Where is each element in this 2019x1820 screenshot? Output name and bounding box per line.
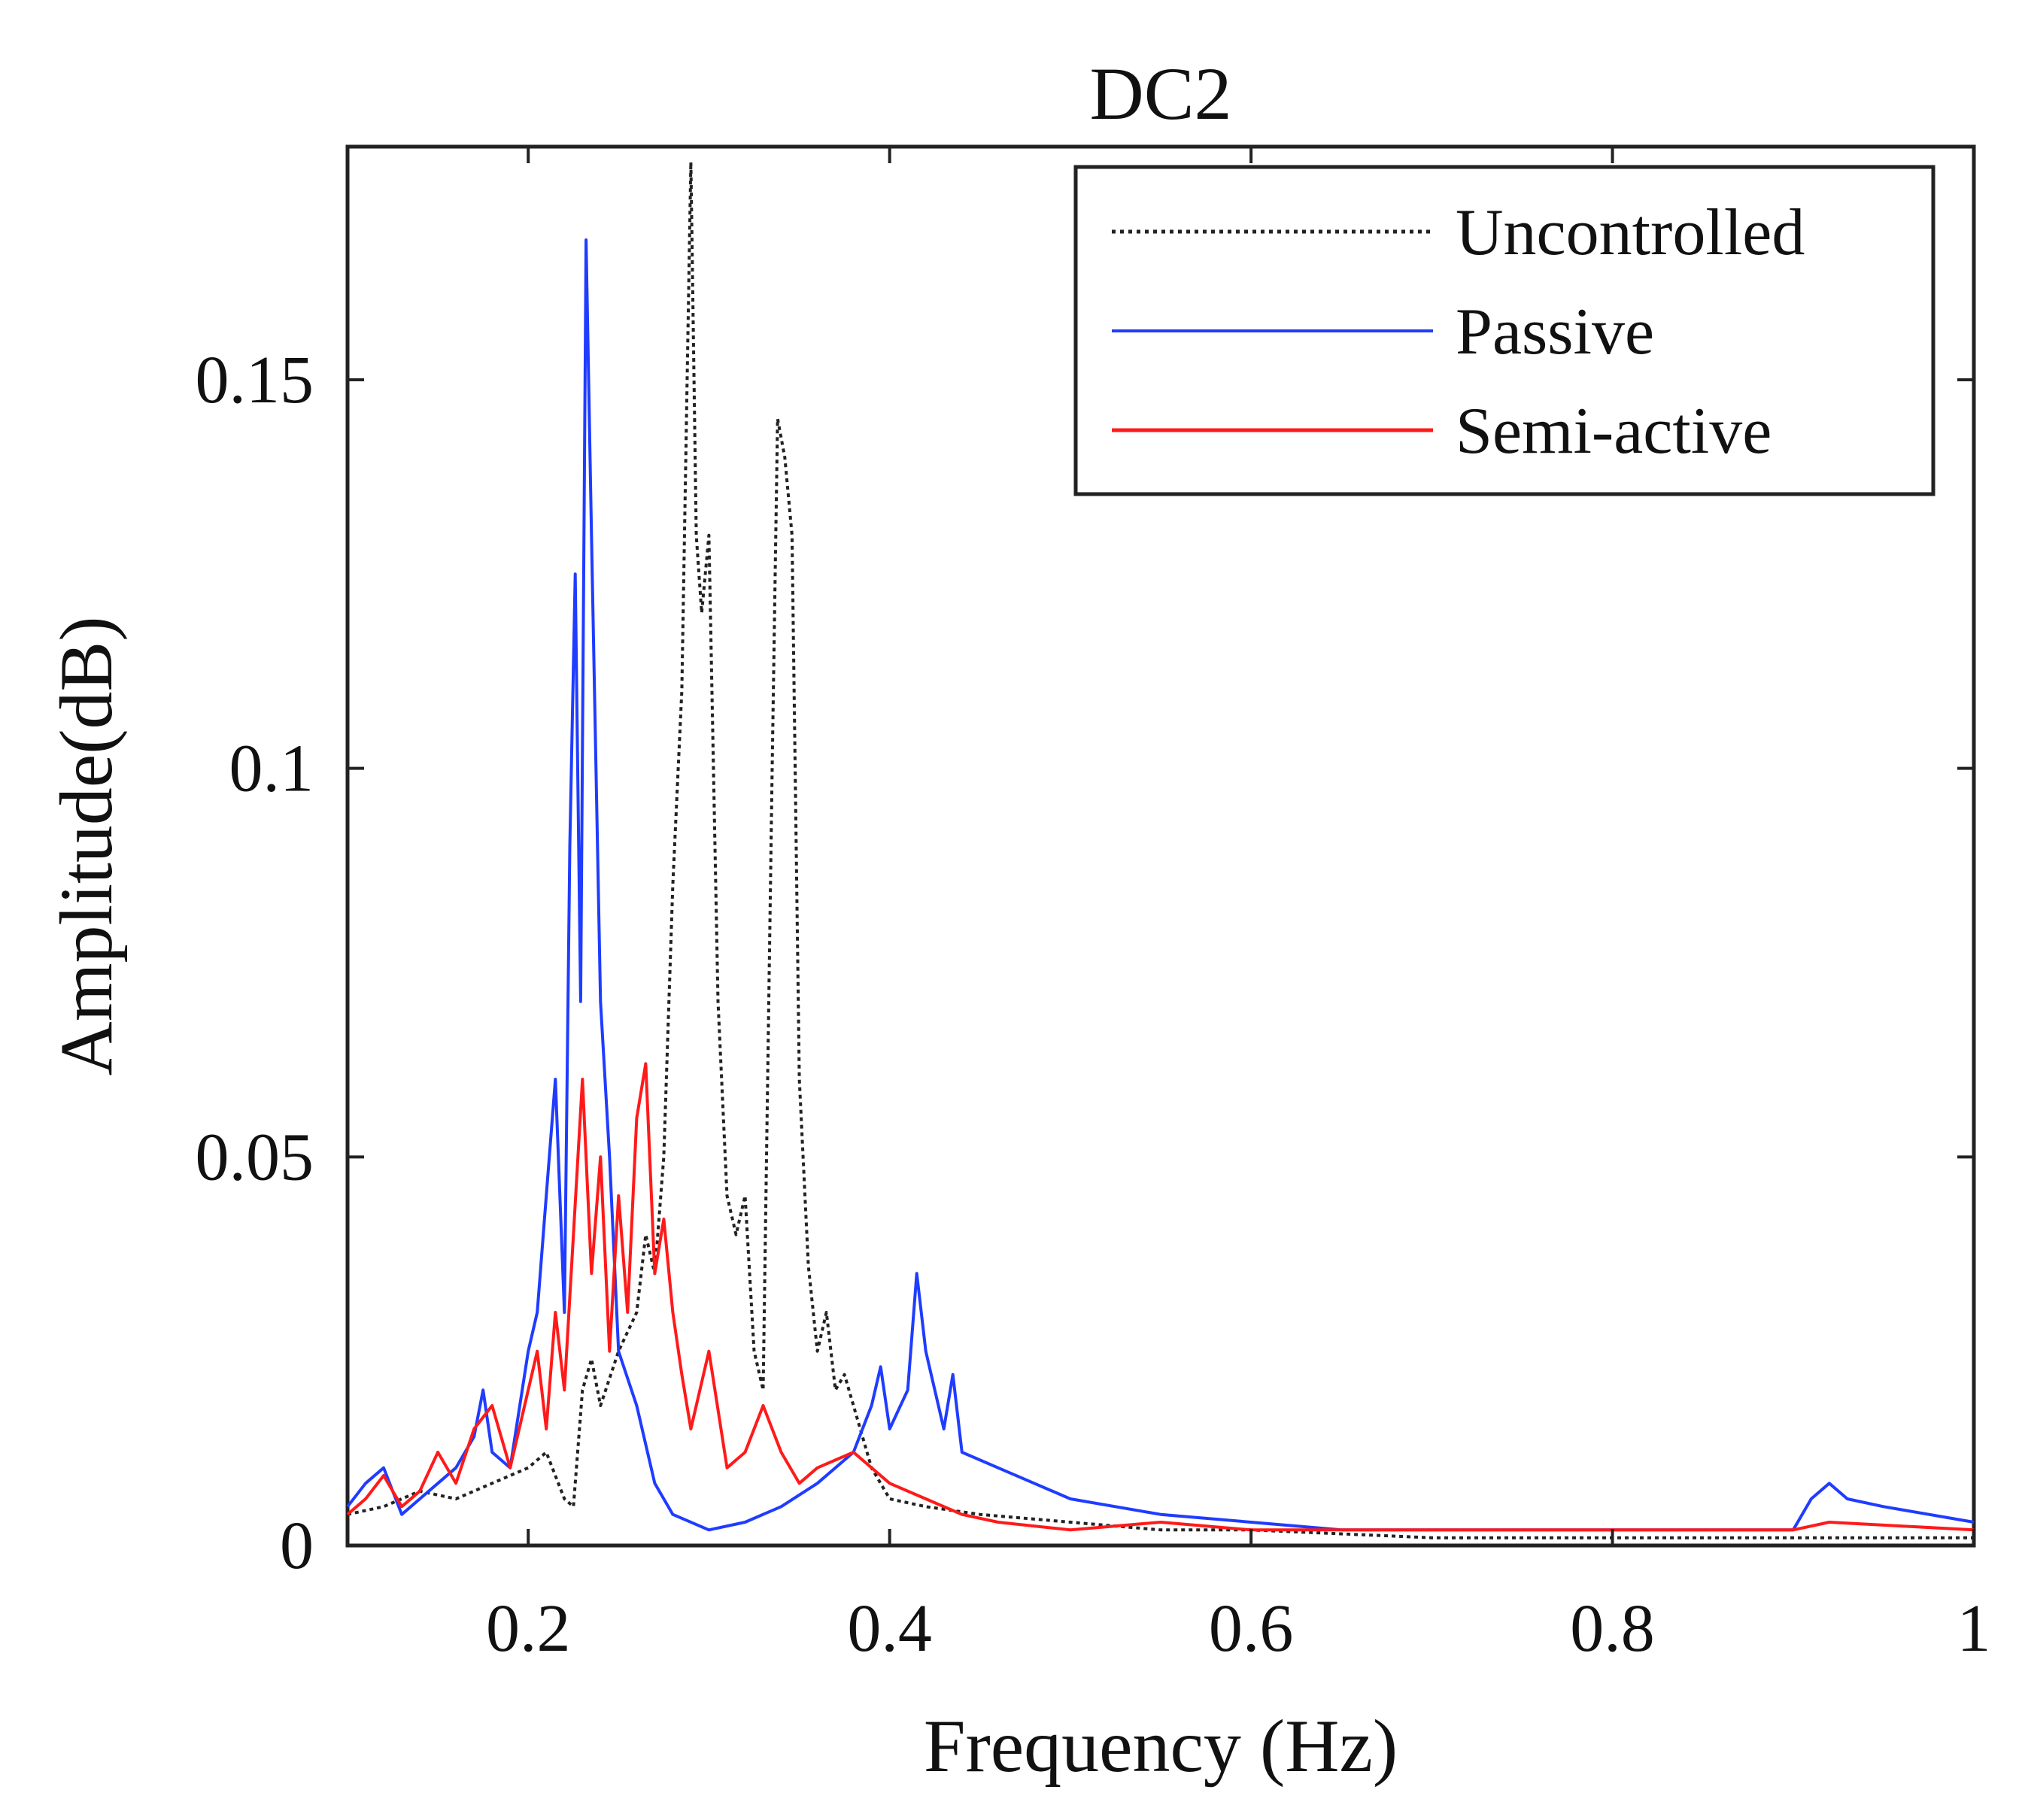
y-tick-label: 0.05	[196, 1120, 314, 1194]
series-line-semi-active	[346, 1062, 1975, 1532]
x-tick-label: 0.8	[1570, 1591, 1655, 1666]
legend-label-passive: Passive	[1456, 296, 1654, 369]
y-tick-labels: 0 0.05 0.1 0.15	[196, 343, 314, 1583]
series-line-uncontrolled	[347, 160, 1974, 1539]
y-tick-label: 0.1	[229, 732, 314, 806]
x-tick-label: 1	[1957, 1591, 1991, 1666]
y-tick-label: 0.15	[196, 343, 314, 417]
legend: Uncontrolled Passive Semi-active	[1073, 165, 1936, 496]
x-tick-label: 0.2	[486, 1591, 571, 1666]
chart-title: DC2	[1090, 52, 1232, 135]
x-tick-labels: 0.2 0.4 0.6 0.8 1	[486, 1591, 1991, 1666]
x-tick-label: 0.6	[1209, 1591, 1294, 1666]
legend-label-uncontrolled: Uncontrolled	[1456, 196, 1805, 269]
x-axis-label: Frequency (Hz)	[924, 1704, 1398, 1788]
series-layer	[346, 160, 1975, 1539]
plot-frame	[345, 144, 1976, 1548]
x-tick-label: 0.4	[847, 1591, 932, 1666]
tick-layer	[348, 147, 1975, 1547]
y-axis-label: Amplitude(dB)	[44, 616, 128, 1075]
y-tick-label: 0	[280, 1509, 314, 1583]
legend-label-semi-active: Semi-active	[1456, 395, 1772, 468]
